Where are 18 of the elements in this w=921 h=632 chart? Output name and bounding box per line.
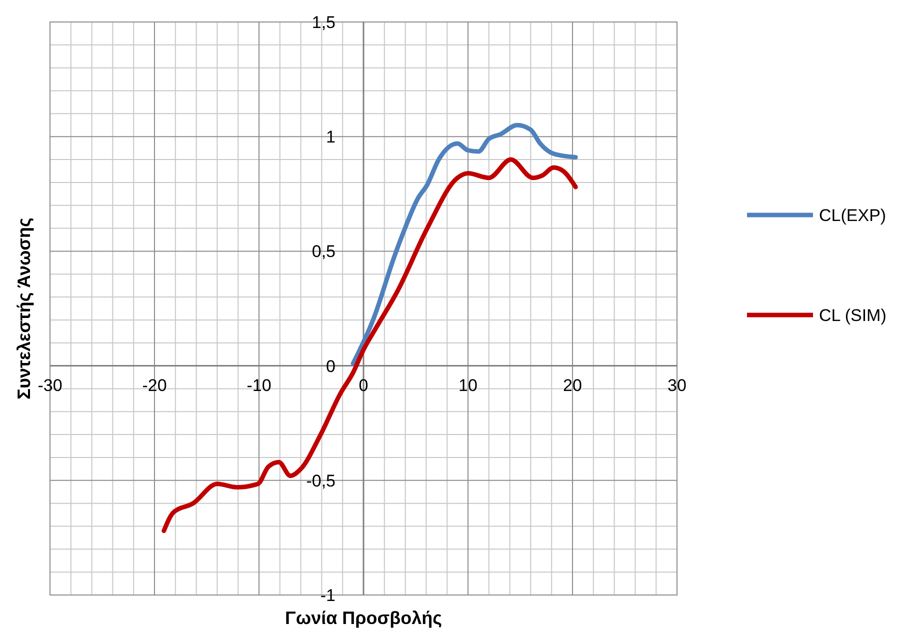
line-series bbox=[350, 122, 578, 366]
y-tick-label: 1,5 bbox=[312, 13, 336, 32]
y-tick-label: 0,5 bbox=[312, 242, 336, 262]
x-tick-label: 10 bbox=[458, 376, 478, 395]
x-axis-title: Γωνία Προσβολής bbox=[285, 608, 442, 628]
x-tick-label: -20 bbox=[142, 376, 167, 395]
y-tick-label: 0 bbox=[326, 356, 336, 376]
y-tick-label: 1 bbox=[326, 128, 336, 147]
y-tick-label: -1 bbox=[320, 586, 336, 605]
y-tick-label: -0,5 bbox=[306, 471, 336, 490]
x-tick-label: 20 bbox=[563, 376, 582, 395]
x-tick-label: 30 bbox=[668, 376, 686, 395]
y-axis-title: Συντελεστής Άνωσης bbox=[14, 218, 34, 400]
x-tick-label: 0 bbox=[358, 376, 368, 395]
legend-label: CL(EXP) bbox=[819, 206, 886, 225]
x-tick-label: -10 bbox=[246, 376, 272, 395]
legend-label: CL (SIM) bbox=[819, 306, 886, 325]
x-tick-label: -30 bbox=[38, 376, 62, 395]
